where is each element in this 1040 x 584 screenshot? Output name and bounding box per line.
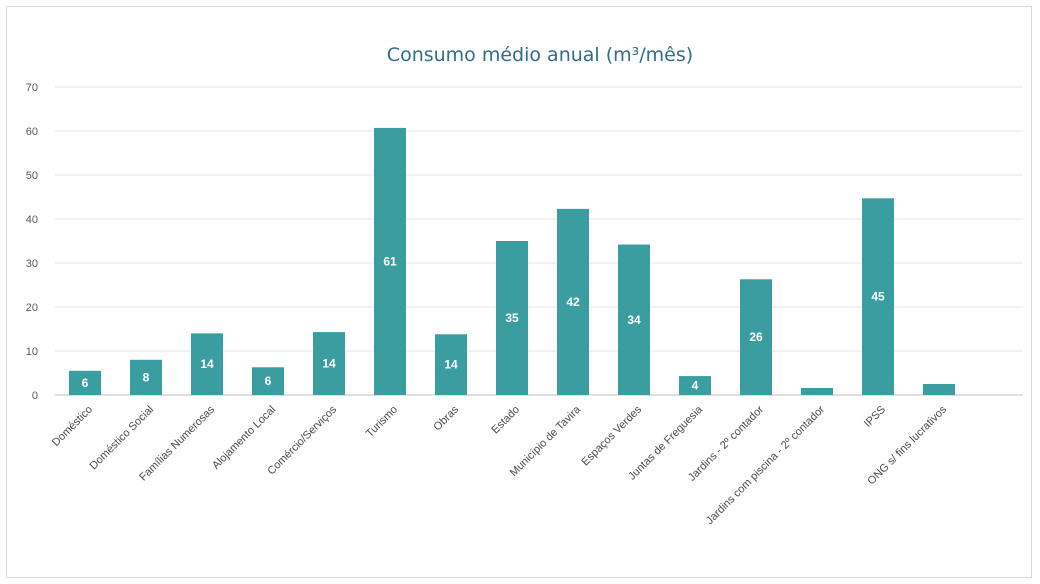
bar xyxy=(618,244,650,395)
bar xyxy=(740,279,772,395)
data-label: 14 xyxy=(200,357,214,371)
bars xyxy=(69,127,955,396)
y-tick-label: 10 xyxy=(26,346,38,358)
data-label: 14 xyxy=(444,358,458,372)
y-axis-ticks: 0 10 20 30 40 50 60 70 xyxy=(26,82,38,402)
bar-chart: Consumo médio anual (m³/mês) 0 10 20 30 40 50… xyxy=(26,44,1023,527)
bar xyxy=(862,198,894,395)
data-label: 34 xyxy=(627,313,641,327)
y-tick-label: 0 xyxy=(32,390,38,402)
bar xyxy=(313,332,345,395)
x-tick-label: IPSS xyxy=(862,404,888,430)
data-label: 14 xyxy=(322,357,336,371)
bar xyxy=(69,370,101,395)
bar xyxy=(252,367,284,395)
bar xyxy=(374,127,406,396)
x-tick-label: Obras xyxy=(431,403,461,433)
y-tick-label: 20 xyxy=(26,302,38,314)
x-tick-label: Doméstico xyxy=(50,404,95,449)
data-label: 45 xyxy=(871,290,885,304)
y-tick-label: 30 xyxy=(26,258,38,270)
bar xyxy=(801,387,833,395)
data-label: 61 xyxy=(383,254,397,268)
chart-frame: Consumo médio anual (m³/mês) 0 10 20 30 40 50… xyxy=(6,6,1032,578)
data-label: 42 xyxy=(566,295,580,309)
bar xyxy=(496,241,528,395)
bar xyxy=(435,334,467,395)
x-tick-label: Doméstico Social xyxy=(88,404,157,473)
data-label: 26 xyxy=(749,330,763,344)
bar xyxy=(557,208,589,395)
x-tick-label: Alojamento Local xyxy=(210,404,278,472)
data-label: 6 xyxy=(82,376,89,390)
data-label: 35 xyxy=(505,311,519,325)
x-tick-label: Espaços Verdes xyxy=(579,403,644,468)
x-tick-label: Estado xyxy=(489,404,522,437)
x-tick-label: Comércio/Serviços xyxy=(265,403,339,477)
y-tick-label: 50 xyxy=(26,170,38,182)
data-labels: 6 8 14 6 14 61 14 35 42 34 4 26 45 xyxy=(82,254,885,392)
data-label: 6 xyxy=(265,374,272,388)
y-tick-label: 40 xyxy=(26,214,38,226)
x-tick-label: Jardins com piscina - 2º contador xyxy=(704,403,828,527)
bar xyxy=(679,376,711,395)
data-label: 8 xyxy=(143,370,150,384)
y-tick-label: 60 xyxy=(26,126,38,138)
y-tick-label: 70 xyxy=(26,82,38,94)
chart-title: Consumo médio anual (m³/mês) xyxy=(387,44,693,66)
bar xyxy=(191,333,223,395)
bar xyxy=(130,359,162,395)
bar xyxy=(923,384,955,395)
data-label: 4 xyxy=(692,379,699,393)
x-tick-label: Turismo xyxy=(364,404,400,440)
